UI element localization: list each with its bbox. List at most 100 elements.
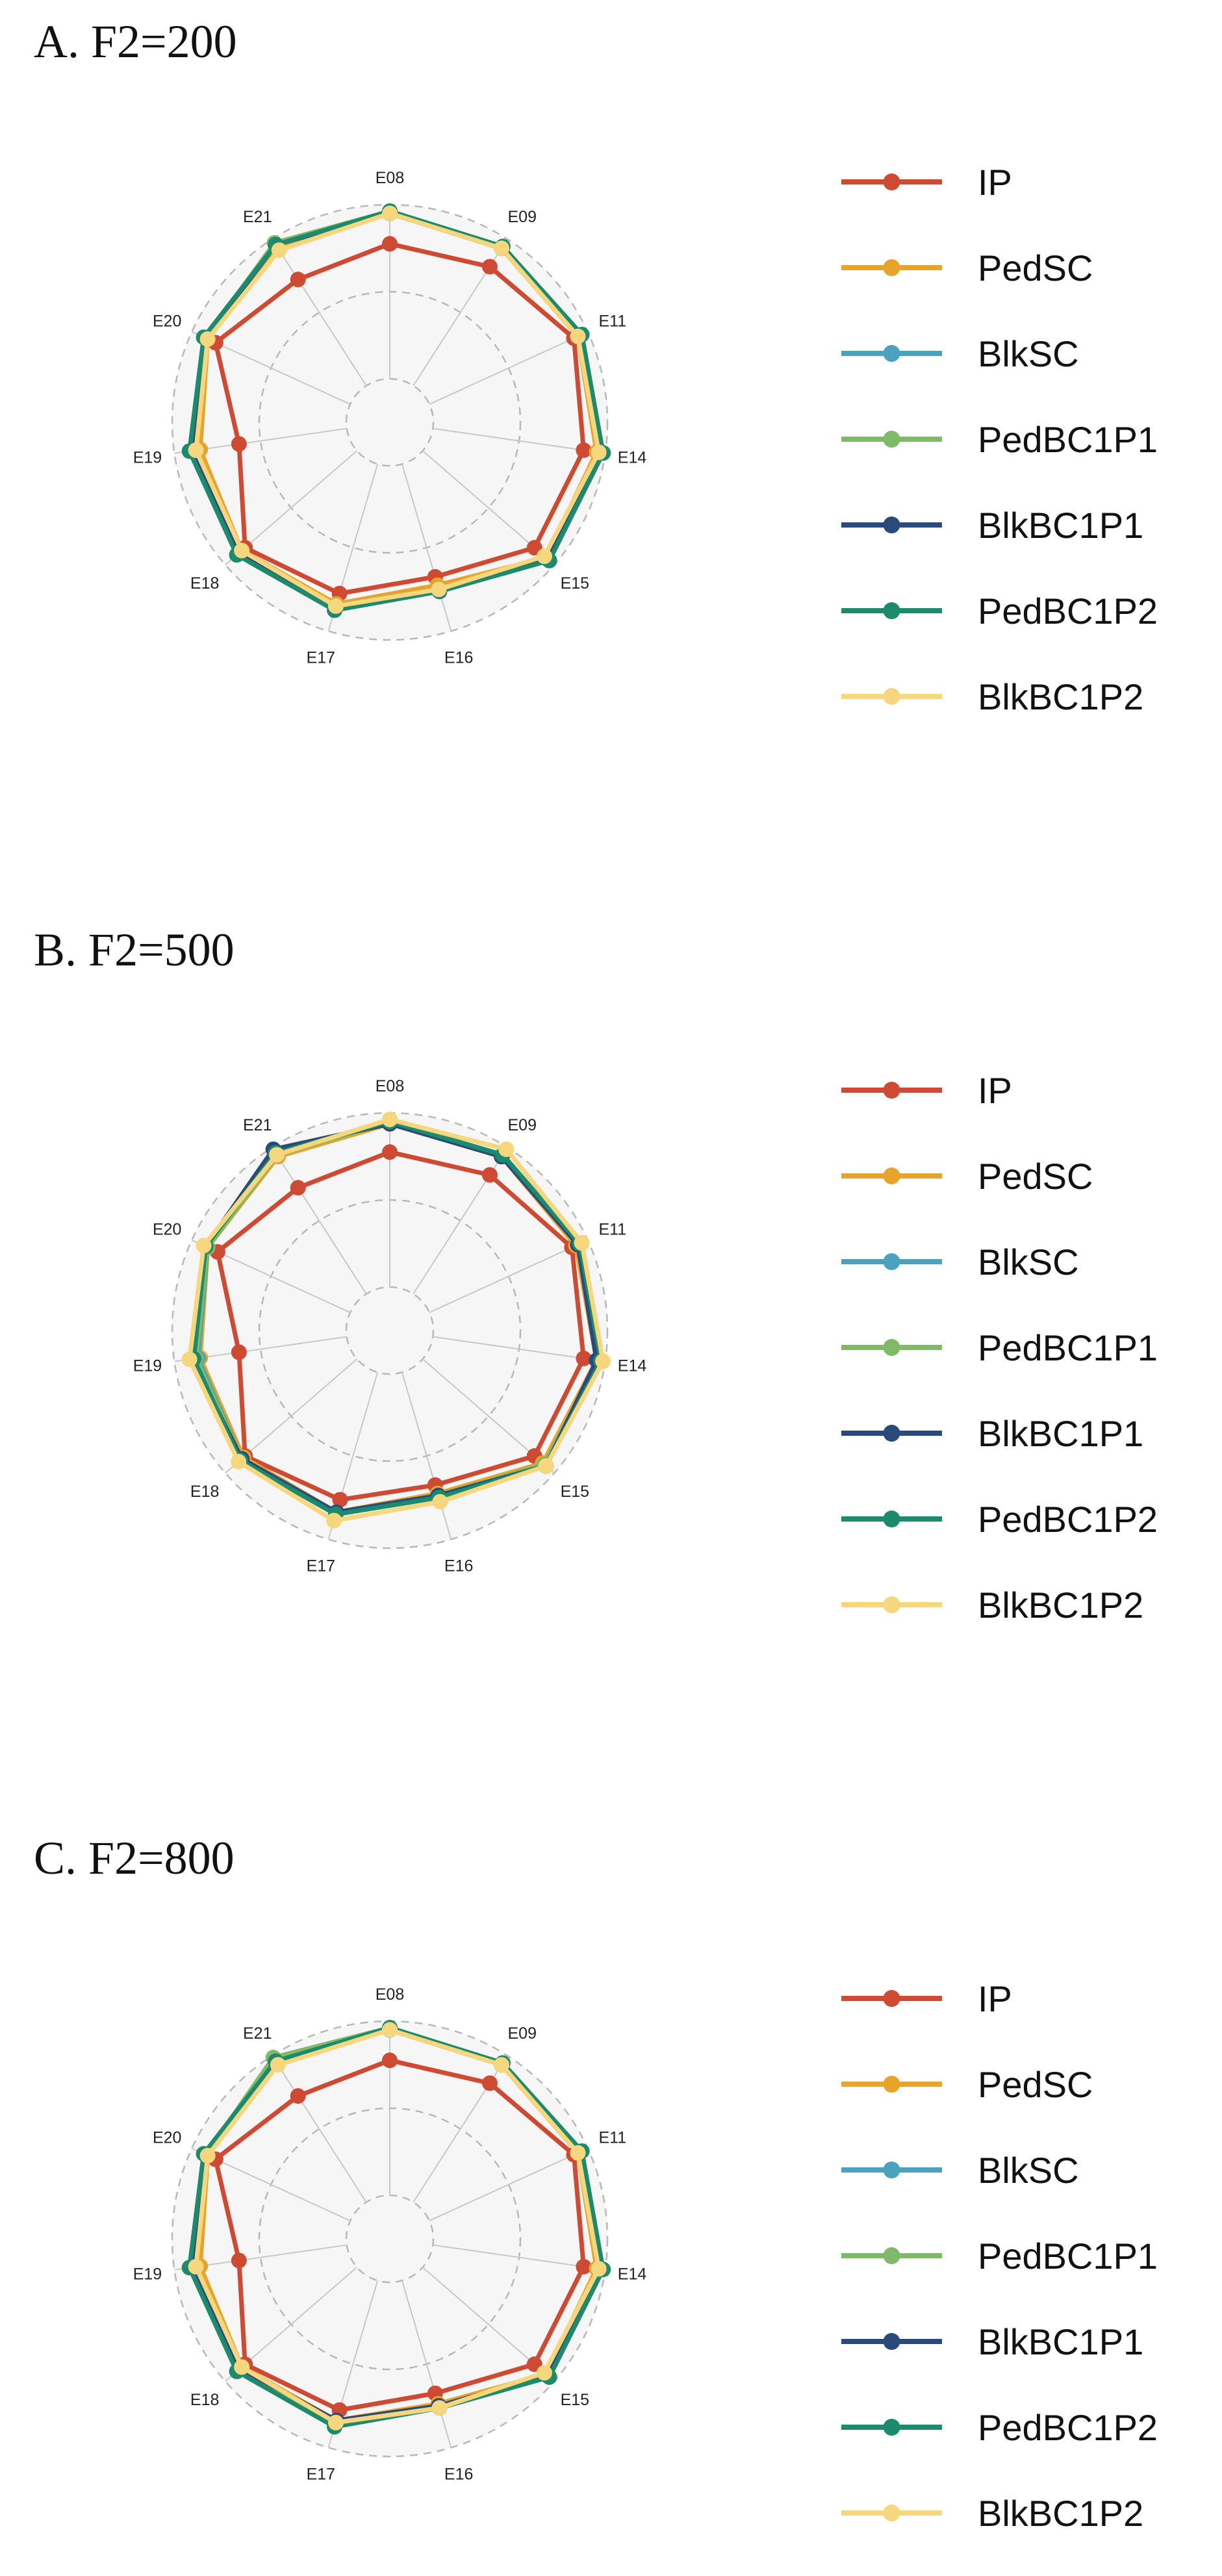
legend-item-BlkBC1P1: BlkBC1P1 [841, 1413, 1143, 1454]
legend-swatch-marker [883, 2076, 900, 2093]
data-point-IP-E21 [290, 1180, 306, 1196]
data-point-BlkBC1P2-E08 [382, 1112, 398, 1128]
legend-item-IP: IP [841, 1978, 1012, 2019]
axis-label-E15: E15 [561, 574, 589, 593]
legend-swatch-marker [883, 1167, 900, 1184]
data-point-IP-E09 [481, 259, 498, 275]
spoke-E16 [401, 1372, 452, 1540]
legend-item-BlkBC1P2: BlkBC1P2 [841, 2493, 1143, 2534]
radar-panel-2: B. F2=500 E08 E09 E11 E14 E15 E16 E17 E18 E19 E20 E… [34, 924, 1158, 1626]
data-point-IP-E08 [382, 2052, 398, 2069]
series-BlkBC1P2 [188, 2022, 607, 2430]
legend-swatch-marker [883, 431, 900, 448]
axis-label-E21: E21 [243, 2024, 272, 2043]
series-line-IP [213, 241, 586, 596]
legend-swatch-marker [883, 2162, 900, 2178]
legend-swatch-marker [883, 259, 900, 276]
legend-item-PedSC: PedSC [841, 2064, 1093, 2105]
axis-label-E09: E09 [508, 2024, 537, 2043]
axis-label-E11: E11 [598, 312, 626, 330]
panel-title: A. F2=200 [34, 16, 237, 68]
legend-swatch-marker [883, 1082, 900, 1099]
data-point-BlkBC1P2-E11 [570, 2145, 586, 2161]
legend-label: BlkSC [978, 333, 1079, 374]
axis-label-E16: E16 [444, 649, 473, 667]
legend-item-PedSC: PedSC [841, 248, 1093, 288]
axis-label-E17: E17 [307, 2466, 335, 2484]
legend-item-BlkBC1P1: BlkBC1P1 [841, 505, 1143, 546]
axis-label-E18: E18 [190, 1483, 219, 1501]
series-line-PedBC1P2 [187, 209, 605, 613]
data-point-BlkBC1P2-E15 [538, 1458, 554, 1474]
legend-swatch-marker [883, 1425, 900, 1442]
legend-label: BlkBC1P2 [978, 2493, 1143, 2534]
legend-swatch-marker [883, 2247, 900, 2264]
data-point-IP-E09 [481, 1167, 498, 1183]
data-point-BlkBC1P2-E09 [494, 240, 510, 257]
legend-item-BlkBC1P2: BlkBC1P2 [841, 1585, 1143, 1626]
data-point-BlkBC1P2-E17 [326, 1512, 342, 1529]
axis-label-E11: E11 [598, 2128, 626, 2147]
data-point-BlkBC1P2-E20 [199, 2147, 216, 2163]
data-point-BlkBC1P2-E19 [188, 442, 204, 458]
legend-swatch-marker [883, 688, 900, 705]
data-point-BlkBC1P2-E21 [269, 1147, 285, 1163]
legend-label: PedSC [978, 248, 1093, 288]
legend-swatch-marker [883, 516, 900, 533]
data-point-BlkBC1P2-E15 [536, 2365, 552, 2381]
radar-background [172, 2021, 607, 2456]
legend-swatch-marker [883, 173, 900, 190]
data-point-IP-E14 [576, 1350, 592, 1366]
axis-label-E18: E18 [190, 574, 219, 593]
data-point-BlkBC1P2-E11 [574, 1235, 590, 1251]
legend-item-BlkBC1P2: BlkBC1P2 [841, 676, 1143, 717]
data-point-BlkBC1P2-E18 [231, 1453, 247, 1470]
axis-label-E16: E16 [444, 2466, 473, 2484]
axis-label-E14: E14 [618, 2265, 647, 2284]
legend-swatch-marker [883, 345, 900, 362]
data-point-IP-E17 [332, 1492, 348, 1508]
series-BlkBC1P2 [181, 1112, 611, 1529]
data-point-BlkBC1P2-E08 [382, 2022, 398, 2038]
axis-label-E14: E14 [618, 1357, 647, 1375]
radar-background [172, 205, 607, 640]
data-point-BlkBC1P2-E20 [196, 1238, 212, 1254]
axis-label-E21: E21 [243, 208, 272, 226]
legend-swatch-marker [883, 2419, 900, 2436]
data-point-BlkBC1P2-E14 [591, 444, 607, 461]
panel-title: C. F2=800 [34, 1832, 235, 1884]
data-point-IP-E21 [290, 2088, 306, 2104]
axis-label-E20: E20 [153, 312, 181, 330]
spoke-E11 [429, 1239, 589, 1314]
data-point-IP-E19 [231, 436, 247, 452]
legend-item-PedSC: PedSC [841, 1156, 1093, 1197]
axis-label-E15: E15 [561, 1483, 589, 1501]
data-point-BlkBC1P2-E21 [271, 242, 287, 259]
legend-item-PedBC1P1: PedBC1P1 [841, 2236, 1158, 2276]
axis-label-E20: E20 [153, 1220, 181, 1238]
radar-panel-1: A. F2=200 E08 E09 E11 E14 E15 E16 E17 E18 E19 E20 E… [34, 16, 1158, 717]
legend-label: PedSC [978, 1156, 1093, 1197]
series-line-IP [215, 1149, 586, 1502]
legend-item-PedBC1P2: PedBC1P2 [841, 2407, 1158, 2448]
legend-label: BlkBC1P1 [978, 2321, 1143, 2362]
legend-item-PedBC1P1: PedBC1P1 [841, 419, 1158, 460]
series-IP [207, 2052, 592, 2418]
panel-title: B. F2=500 [34, 924, 235, 976]
legend-item-PedBC1P2: PedBC1P2 [841, 1499, 1158, 1540]
legend-label: IP [978, 1070, 1012, 1111]
axis-label-E08: E08 [376, 1985, 404, 2004]
legend-swatch-marker [883, 602, 900, 619]
legend-label: BlkBC1P2 [978, 676, 1143, 717]
data-point-IP-E08 [382, 236, 398, 252]
radar-panel-3: C. F2=800 E08 E09 E11 E14 E15 E16 E17 E18 E19 E20 E… [34, 1832, 1158, 2534]
axis-label-E19: E19 [133, 2265, 162, 2284]
legend-swatch-marker [883, 2505, 900, 2521]
legend-swatch-marker [883, 1253, 900, 1270]
legend-swatch-marker [883, 2333, 900, 2350]
legend-label: PedBC1P2 [978, 591, 1158, 631]
legend-label: BlkSC [978, 1242, 1079, 1282]
legend-item-IP: IP [841, 162, 1012, 203]
legend: IP PedSC BlkSC PedBC1P1 BlkBC1P1 PedBC1P2 BlkB… [841, 162, 1158, 717]
spoke-E11 [429, 331, 589, 405]
